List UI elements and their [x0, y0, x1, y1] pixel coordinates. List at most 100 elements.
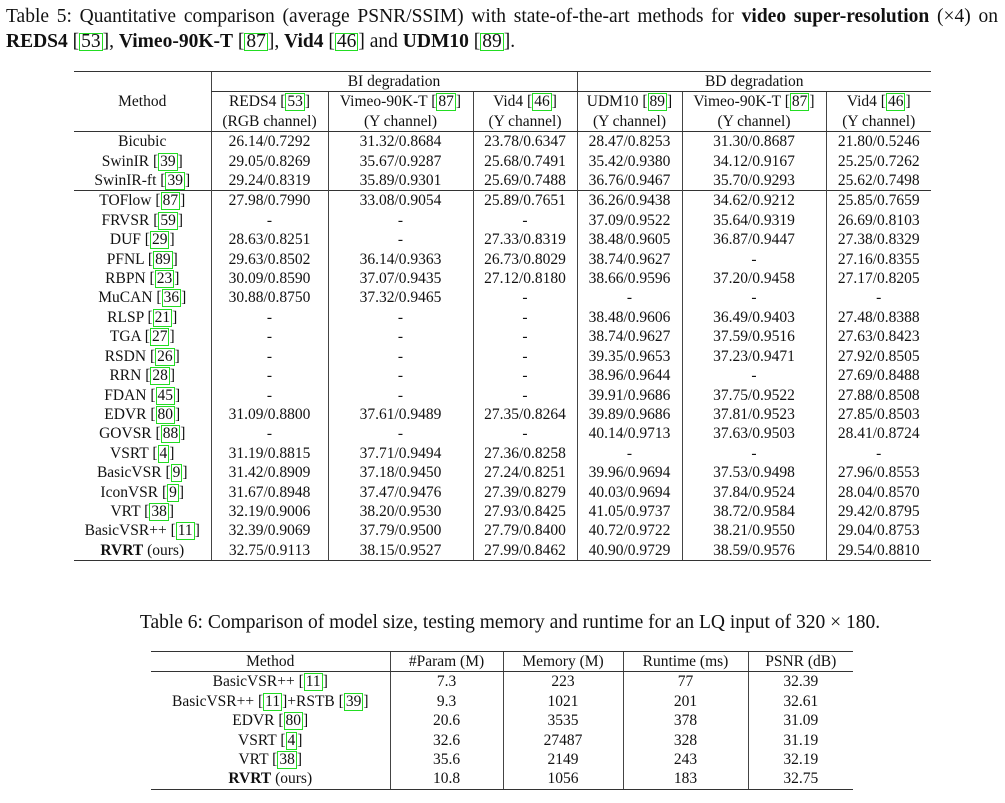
psnr-ssim-cell: 21.80/0.5246: [825, 131, 931, 152]
citation-link[interactable]: 87: [789, 93, 810, 112]
citation-link[interactable]: 80: [155, 405, 176, 424]
citation-link[interactable]: 46: [532, 93, 552, 112]
psnr-ssim-cell: 27.17/0.8205: [825, 269, 931, 289]
method-cell: EDVR [80]: [232, 712, 309, 731]
citation-link[interactable]: 11: [303, 673, 323, 692]
dataset-column-header: Vimeo-90K-T [87]: [327, 91, 473, 112]
metric-cell: 32.19: [747, 750, 853, 770]
table5-vsr-comparison: Method BI degradation BD degradation RED…: [74, 70, 931, 562]
psnr-ssim-cell: -: [576, 288, 682, 308]
channel-label: (Y channel): [681, 111, 826, 133]
psnr-ssim-cell: 25.69/0.7488: [472, 171, 577, 191]
bi-degradation-header: BI degradation: [210, 70, 577, 93]
citation-link[interactable]: 11: [263, 692, 283, 711]
psnr-ssim-cell: 27.98/0.7990: [210, 190, 328, 211]
citation-link[interactable]: 53: [285, 93, 305, 112]
citation-link[interactable]: 26: [155, 347, 175, 366]
method-name: RSDN: [104, 347, 147, 365]
dataset-name: Vid4: [846, 93, 877, 111]
citation-link[interactable]: 11: [175, 522, 195, 541]
citation-link[interactable]: 36: [161, 289, 182, 308]
citation-link[interactable]: 23: [154, 270, 175, 289]
citation-link[interactable]: 88: [160, 425, 181, 444]
citation-link[interactable]: 87: [160, 192, 181, 211]
citation-link[interactable]: 89: [480, 31, 504, 52]
citation-link[interactable]: 53: [79, 31, 103, 52]
dataset-column-header: Vid4 [46]: [825, 91, 931, 112]
citation-link[interactable]: 89: [647, 93, 668, 112]
method-name: PFNL: [106, 250, 145, 268]
method-cell: EDVR [80]: [104, 405, 181, 424]
citation-link[interactable]: 87: [244, 31, 268, 52]
citation-link[interactable]: 39: [165, 172, 185, 191]
psnr-ssim-cell: 31.30/0.8687: [681, 131, 826, 152]
method-extra: +RSTB: [287, 692, 335, 710]
citation-link[interactable]: 46: [885, 93, 906, 112]
method-cell: MuCAN [36]: [98, 289, 187, 308]
psnr-ssim-cell: 27.85/0.8503: [825, 404, 931, 425]
psnr-ssim-cell: -: [472, 424, 577, 444]
citation-link[interactable]: 45: [155, 386, 176, 405]
psnr-ssim-cell: 34.62/0.9212: [681, 190, 826, 211]
table-row: BasicVSR++ [11] 32.39/0.9069 37.79/0.9500 2…: [74, 521, 931, 541]
citation-link[interactable]: 38: [149, 502, 169, 521]
psnr-ssim-cell: 31.09/0.8800: [210, 404, 328, 425]
citation-link[interactable]: 21: [152, 308, 173, 327]
psnr-ssim-cell: 29.24/0.8319: [210, 171, 328, 191]
psnr-ssim-cell: -: [210, 327, 328, 347]
citation-link[interactable]: 87: [436, 93, 456, 112]
psnr-ssim-cell: 35.89/0.9301: [327, 171, 473, 191]
method-cell: VSRT [4]: [238, 731, 303, 750]
table-row: SwinIR-ft [39] 29.24/0.8319 35.89/0.9301 25…: [74, 171, 931, 191]
psnr-ssim-cell: 27.88/0.8508: [825, 385, 931, 405]
citation-link[interactable]: 9: [167, 483, 179, 502]
psnr-ssim-cell: 25.62/0.7498: [825, 171, 931, 191]
psnr-ssim-cell: 39.91/0.9686: [576, 385, 682, 405]
metric-cell: 2149: [502, 750, 623, 770]
citation-link[interactable]: 59: [158, 211, 178, 230]
citation-link[interactable]: 39: [343, 692, 364, 711]
metric-cell: 328: [622, 730, 748, 751]
metric-cell: 35.6: [389, 750, 503, 770]
citation-link[interactable]: 9: [170, 464, 183, 483]
psnr-ssim-cell: 32.75/0.9113: [210, 540, 328, 562]
caption-text: .: [510, 31, 516, 52]
metric-cell: 9.3: [389, 691, 503, 712]
psnr-ssim-cell: 26.73/0.8029: [472, 249, 577, 270]
citation-link[interactable]: 80: [283, 712, 304, 731]
psnr-ssim-cell: 34.12/0.9167: [681, 151, 826, 172]
citation-link[interactable]: 27: [149, 328, 170, 347]
psnr-ssim-cell: 29.04/0.8753: [825, 521, 931, 541]
citation-link[interactable]: 29: [149, 231, 170, 250]
citation-link[interactable]: 28: [150, 367, 170, 386]
psnr-ssim-cell: 36.49/0.9403: [681, 307, 826, 328]
psnr-ssim-cell: 38.96/0.9644: [576, 366, 682, 386]
table6-header-row: Method #Param (M) Memory (M) Runtime (ms…: [151, 650, 853, 673]
psnr-ssim-cell: -: [210, 346, 328, 367]
psnr-ssim-cell: -: [472, 366, 577, 386]
dataset-column-header: Vimeo-90K-T [87]: [681, 91, 826, 112]
psnr-ssim-cell: 38.74/0.9627: [576, 249, 682, 270]
method-name: RBPN: [105, 270, 146, 288]
psnr-ssim-cell: 29.63/0.8502: [210, 249, 328, 270]
metric-cell: 31.09: [747, 711, 853, 731]
psnr-ssim-cell: 37.20/0.9458: [681, 269, 826, 289]
citation-link[interactable]: 46: [334, 31, 359, 52]
method-cell: PFNL [89]: [106, 250, 178, 269]
citation-link[interactable]: 38: [277, 751, 297, 770]
citation-link[interactable]: 89: [153, 250, 173, 269]
method-name: BasicVSR++: [172, 692, 255, 710]
psnr-ssim-cell: 38.20/0.9530: [327, 501, 473, 522]
psnr-ssim-cell: 25.89/0.7651: [472, 190, 577, 211]
psnr-ssim-cell: 27.24/0.8251: [472, 463, 577, 483]
metric-cell: 3535: [502, 711, 623, 731]
citation-link[interactable]: 4: [285, 731, 298, 750]
table5-column-header-row: REDS4 [53] Vimeo-90K-T [87] Vid4 [46] UDM10…: [74, 91, 931, 112]
psnr-ssim-cell: 37.53/0.9498: [681, 463, 826, 483]
table-row: BasicVSR [9] 31.42/0.8909 37.18/0.9450 27.2…: [74, 463, 931, 483]
citation-link[interactable]: 4: [157, 444, 170, 463]
citation-link[interactable]: 39: [158, 152, 178, 171]
table5-channel-row: (RGB channel) (Y channel) (Y channel) (Y ch…: [74, 111, 931, 133]
psnr-ssim-cell: 25.68/0.7491: [472, 151, 577, 172]
method-cell: TGA [27]: [109, 328, 175, 347]
